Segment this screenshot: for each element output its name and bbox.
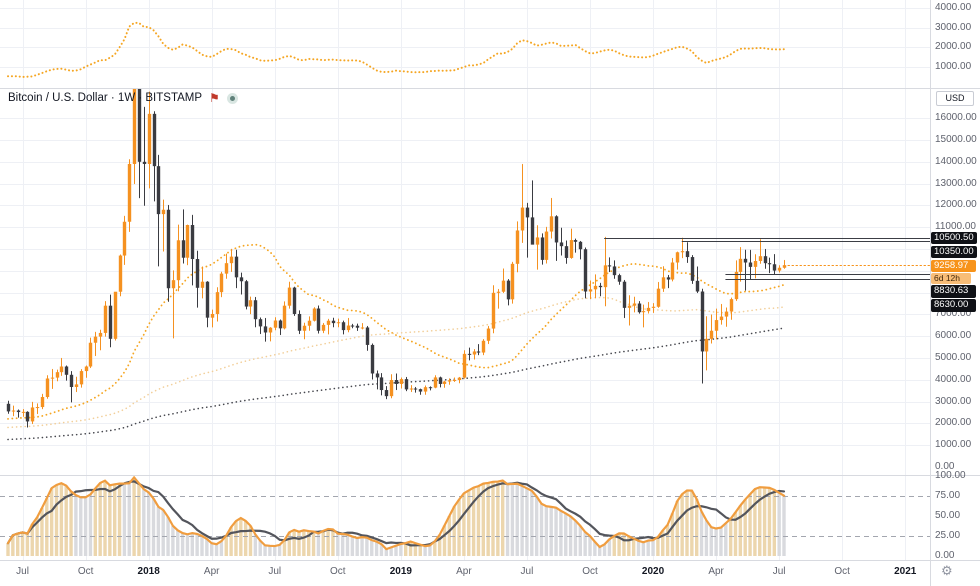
bar-countdown-badge: 6d 12h	[931, 273, 971, 285]
price-label: 5000.00	[935, 352, 972, 363]
price-label: 14000.00	[935, 155, 977, 167]
flag-icon[interactable]: ⚑	[209, 91, 220, 105]
price-label: 12000.00	[935, 199, 977, 211]
pane-separator-oscillator[interactable]	[0, 475, 980, 476]
price-label: 2000.00	[935, 417, 972, 429]
price-label: 4000.00	[935, 373, 972, 385]
top-pane-price-label: 4000.00	[935, 1, 972, 13]
time-label: Oct	[834, 566, 850, 577]
time-label: Apr	[708, 566, 724, 577]
price-level-badge: 8630.00	[931, 299, 976, 312]
time-label: Oct	[582, 566, 598, 577]
time-label: 2018	[137, 566, 160, 577]
oscillator-label: 75.00	[935, 490, 961, 501]
price-label: 3000.00	[935, 395, 972, 407]
time-label: Jul	[520, 566, 534, 577]
price-label: 13000.00	[935, 177, 977, 189]
time-label: Jul	[268, 566, 282, 577]
price-level-badge: 10350.00	[931, 245, 977, 259]
time-label: 2020	[641, 566, 665, 577]
price-label: 7000.00	[935, 308, 972, 320]
top-pane-price-label: 1000.00	[935, 61, 972, 72]
price-label: 11000.00	[935, 221, 976, 233]
price-axis-border[interactable]	[930, 0, 931, 586]
time-axis-border	[0, 560, 980, 561]
time-label: Jul	[16, 566, 29, 577]
price-label: 1000.00	[935, 439, 972, 451]
oscillator-label: 50.00	[935, 510, 961, 521]
chart-legend[interactable]: Bitcoin / U.S. Dollar · 1W · BITSTAMP ⚑	[8, 90, 238, 106]
time-label: Jul	[772, 566, 786, 577]
price-label: 16000.00	[935, 112, 977, 124]
currency-toggle-button[interactable]: USD	[936, 91, 974, 106]
time-label: Apr	[456, 566, 472, 577]
pane-separator-top[interactable]	[0, 88, 980, 89]
price-label: 15000.00	[935, 134, 977, 145]
top-pane-price-label: 3000.00	[935, 21, 972, 33]
oscillator-label: 0.00	[935, 550, 955, 561]
settings-gear-icon[interactable]: ⚙	[941, 563, 953, 578]
price-label: 0.00	[935, 461, 955, 472]
top-pane-price-label: 2000.00	[935, 41, 972, 53]
time-label: Oct	[330, 566, 346, 577]
price-level-badge: 10500.50	[931, 231, 977, 245]
last-price-badge: 9258.97	[931, 259, 976, 273]
price-label: 6000.00	[935, 330, 972, 342]
time-label: 2021	[894, 566, 917, 577]
time-label: 2019	[389, 566, 412, 577]
oscillator-label: 25.00	[935, 530, 961, 541]
market-status-icon	[226, 92, 238, 104]
time-axis[interactable]: Jul Oct 2018 Apr Jul Oct 2019 Apr Jul Oct 2020 Apr J…	[0, 560, 930, 586]
time-label: Oct	[77, 566, 94, 577]
oscillator-label: 100.00	[935, 470, 966, 481]
symbol-title[interactable]: Bitcoin / U.S. Dollar · 1W · BITSTAMP	[8, 92, 203, 104]
price-level-badge: 8830.63	[931, 285, 976, 298]
time-label: Apr	[203, 566, 220, 577]
